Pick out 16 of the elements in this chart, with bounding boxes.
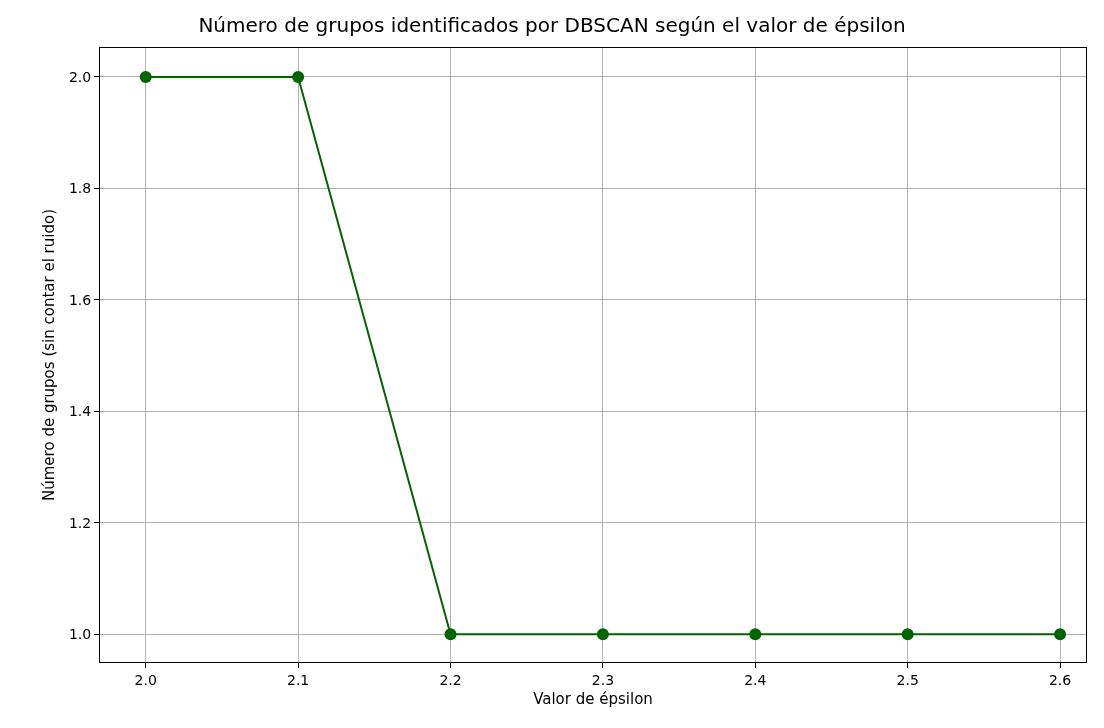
x-tick-label: 2.5 xyxy=(896,671,919,688)
x-tick-label: 2.3 xyxy=(591,671,615,688)
y-tick-label: 2.0 xyxy=(68,68,92,85)
y-axis-title: Número de grupos (sin contar el ruido) xyxy=(40,209,59,501)
chart-title: Número de grupos identificados por DBSCAN según el valor de épsilon xyxy=(198,13,906,38)
y-tick-label: 1.2 xyxy=(68,514,92,531)
y-tick-label: 1.6 xyxy=(68,291,92,308)
x-tick-label: 2.0 xyxy=(134,671,157,688)
x-tick-label: 2.6 xyxy=(1048,671,1072,688)
x-tick-label: 2.1 xyxy=(286,671,310,688)
y-tick-label: 1.4 xyxy=(68,403,92,420)
x-tick-label: 2.4 xyxy=(744,671,767,688)
x-axis-title: Valor de épsilon xyxy=(533,689,653,708)
y-tick-label: 1.8 xyxy=(68,180,92,197)
x-tick-label: 2.2 xyxy=(439,671,462,688)
y-tick-label: 1.0 xyxy=(68,626,92,643)
